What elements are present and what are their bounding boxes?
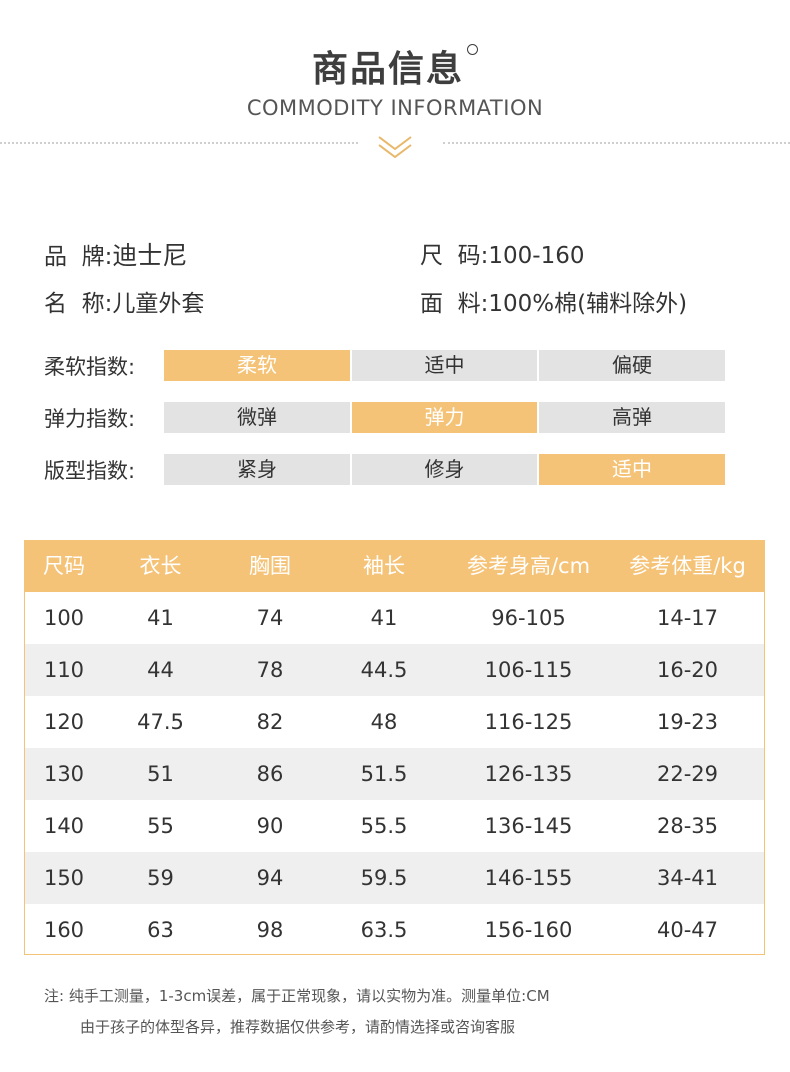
- cell-size: 140: [43, 814, 85, 838]
- cell-weight: 16-20: [656, 658, 719, 682]
- fit-option-tight: 紧身: [164, 454, 350, 485]
- page-title: 商品信息: [0, 40, 790, 92]
- name-label: 名 称:: [44, 291, 113, 317]
- cell-sleeve: 44.5: [360, 658, 408, 682]
- cell-height: 146-155: [484, 866, 573, 890]
- cell-height: 136-145: [484, 814, 573, 838]
- brand-row: 品 牌:迪士尼: [44, 236, 187, 272]
- divider-right: [443, 142, 790, 144]
- brand-label: 品 牌:: [44, 244, 113, 270]
- elasticity-option-high: 高弹: [539, 402, 725, 433]
- cell-sleeve: 59.5: [360, 866, 408, 890]
- size-table: 尺码 衣长 胸围 袖长 参考身高/cm 参考体重/kg 100 41 74 41…: [24, 540, 765, 955]
- softness-index-label: 柔软指数:: [44, 355, 136, 379]
- fit-index-label: 版型指数:: [44, 459, 136, 483]
- cell-size: 160: [43, 918, 85, 942]
- header-length: 衣长: [139, 554, 182, 578]
- header-size: 尺码: [43, 554, 85, 578]
- fabric-row: 面 料:100%棉(辅料除外): [420, 284, 687, 318]
- header-sleeve: 袖长: [363, 554, 405, 578]
- softness-option-soft: 柔软: [164, 350, 350, 381]
- fabric-label: 面 料:: [420, 291, 489, 317]
- brand-value: 迪士尼: [112, 241, 188, 270]
- page-title-text: 商品信息: [311, 49, 464, 90]
- table-row: 140 55 90 55.5 136-145 28-35: [25, 800, 764, 852]
- note-line-2: 由于孩子的体型各异，推荐数据仅供参考，请酌情选择或咨询客服: [80, 1018, 516, 1036]
- cell-sleeve: 41: [370, 606, 398, 630]
- size-range-row: 尺 码:100-160: [420, 236, 584, 270]
- table-row: 110 44 78 44.5 106-115 16-20: [25, 644, 764, 696]
- table-row: 120 47.5 82 48 116-125 19-23: [25, 696, 764, 748]
- table-row: 150 59 94 59.5 146-155 34-41: [25, 852, 764, 904]
- note-line-1: 注: 纯手工测量，1-3cm误差，属于正常现象，请以实物为准。测量单位:CM: [44, 987, 550, 1005]
- table-row: 160 63 98 63.5 156-160 40-47: [25, 904, 764, 954]
- cell-height: 116-125: [484, 710, 573, 734]
- cell-size: 110: [43, 658, 85, 682]
- size-label: 尺 码:: [420, 243, 489, 269]
- size-value: 100-160: [488, 243, 585, 269]
- cell-weight: 14-17: [656, 606, 719, 630]
- fabric-value: 100%棉(辅料除外): [488, 291, 688, 317]
- cell-chest: 82: [256, 710, 284, 734]
- fit-option-slim: 修身: [352, 454, 537, 485]
- cell-sleeve: 63.5: [360, 918, 408, 942]
- cell-size: 150: [43, 866, 85, 890]
- cell-chest: 74: [256, 606, 284, 630]
- table-header: 尺码 衣长 胸围 袖长 参考身高/cm 参考体重/kg: [25, 541, 764, 592]
- table-row: 130 51 86 51.5 126-135 22-29: [25, 748, 764, 800]
- cell-chest: 94: [256, 866, 284, 890]
- cell-height: 126-135: [484, 762, 573, 786]
- header-chest: 胸围: [249, 554, 291, 578]
- header-height: 参考身高/cm: [466, 554, 591, 578]
- cell-length: 55: [147, 814, 174, 838]
- divider-left: [0, 142, 358, 144]
- softness-option-medium: 适中: [352, 350, 537, 381]
- cell-height: 106-115: [484, 658, 573, 682]
- cell-weight: 22-29: [656, 762, 719, 786]
- cell-length: 59: [147, 866, 174, 890]
- cell-chest: 90: [256, 814, 284, 838]
- name-row: 名 称:儿童外套: [44, 284, 204, 318]
- cell-chest: 78: [256, 658, 284, 682]
- cell-length: 63: [147, 918, 174, 942]
- elasticity-option-slight: 微弹: [164, 402, 350, 433]
- cell-weight: 34-41: [656, 866, 719, 890]
- cell-weight: 40-47: [656, 918, 719, 942]
- cell-size: 120: [43, 710, 85, 734]
- circle-decoration-icon: [467, 44, 478, 55]
- cell-sleeve: 48: [370, 710, 398, 734]
- cell-size: 100: [43, 606, 85, 630]
- table-row: 100 41 74 41 96-105 14-17: [25, 592, 764, 644]
- elasticity-option-elastic: 弹力: [352, 402, 537, 433]
- softness-option-hard: 偏硬: [539, 350, 725, 381]
- cell-weight: 19-23: [656, 710, 719, 734]
- page-subtitle: COMMODITY INFORMATION: [246, 96, 544, 120]
- fit-option-regular: 适中: [539, 454, 725, 485]
- cell-sleeve: 51.5: [360, 762, 408, 786]
- cell-length: 44: [147, 658, 174, 682]
- cell-length: 47.5: [137, 710, 184, 734]
- cell-sleeve: 55.5: [360, 814, 408, 838]
- cell-size: 130: [43, 762, 85, 786]
- cell-length: 51: [147, 762, 174, 786]
- cell-chest: 98: [256, 918, 284, 942]
- cell-height: 96-105: [491, 606, 566, 630]
- header-weight: 参考体重/kg: [629, 554, 746, 578]
- cell-height: 156-160: [484, 918, 573, 942]
- double-chevron-down-icon: [378, 136, 412, 159]
- elasticity-index-label: 弹力指数:: [44, 407, 136, 431]
- cell-length: 41: [147, 606, 174, 630]
- cell-weight: 28-35: [656, 814, 719, 838]
- name-value: 儿童外套: [112, 291, 205, 317]
- cell-chest: 86: [256, 762, 284, 786]
